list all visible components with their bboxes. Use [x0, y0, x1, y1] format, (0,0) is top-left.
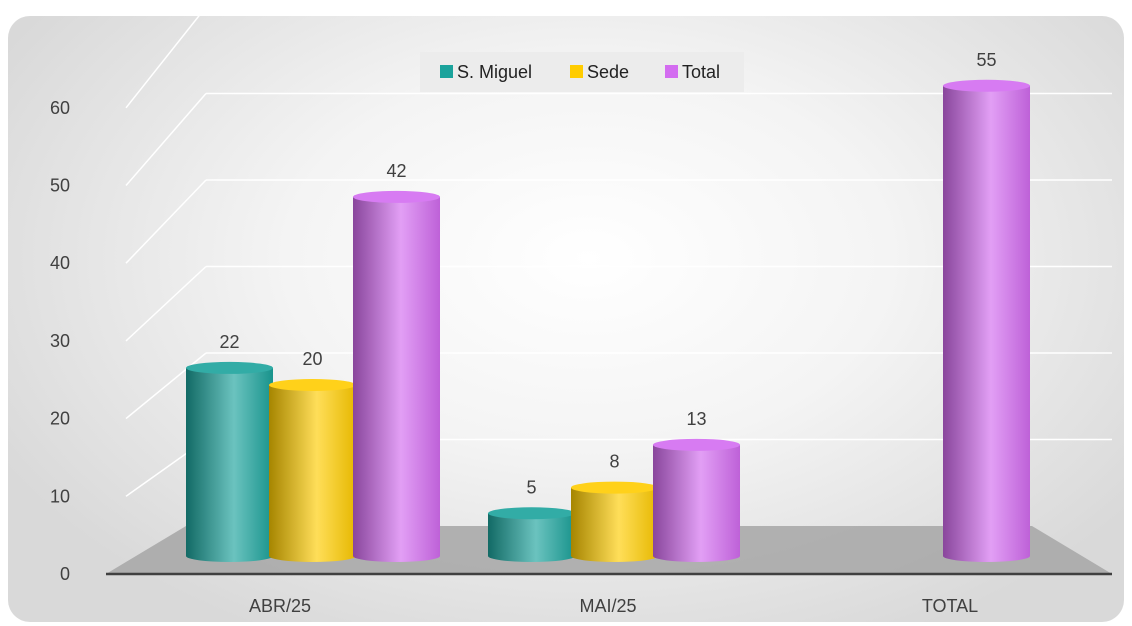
data-label: 13 [686, 409, 706, 429]
gridline-side [125, 16, 200, 109]
bar-s-miguel-mai-25 [488, 507, 575, 562]
legend-swatch [570, 65, 583, 78]
legend-entry: Sede [587, 62, 629, 82]
legend-entry: Total [682, 62, 720, 82]
bar-total-total [943, 79, 1030, 562]
gridline-side [125, 179, 207, 264]
gridline-side [125, 352, 207, 420]
chart-frame: 0 10 20 30 40 50 60 22 5 20 8 42 13 55 ABR/25 MAI/25 T… [8, 16, 1124, 622]
plot-area [186, 79, 1030, 562]
y-tick-label: 40 [50, 253, 70, 273]
data-label: 8 [609, 452, 619, 472]
bar-s-miguel-abr-25 [186, 361, 273, 562]
bar-sede-abr-25 [269, 379, 356, 562]
x-tick-label: MAI/25 [579, 596, 636, 616]
data-label: 55 [976, 50, 996, 70]
data-label: 22 [219, 332, 239, 352]
data-labels: 22 5 20 8 42 13 55 [219, 50, 996, 498]
chart: 0 10 20 30 40 50 60 22 5 20 8 42 13 55 ABR/25 MAI/25 T… [50, 16, 1112, 616]
gridline-side [125, 93, 207, 186]
x-tick-label: ABR/25 [249, 596, 311, 616]
y-tick-label: 30 [50, 331, 70, 351]
legend-entry: S. Miguel [457, 62, 532, 82]
bar-total-mai-25 [653, 438, 740, 562]
data-label: 20 [302, 349, 322, 369]
y-tick-label: 50 [50, 176, 70, 196]
legend-swatch [665, 65, 678, 78]
y-axis: 0 10 20 30 40 50 60 [50, 98, 1112, 584]
data-label: 42 [386, 161, 406, 181]
data-label: 5 [526, 477, 536, 497]
gridline-side [125, 265, 207, 342]
bar-total-abr-25 [353, 190, 440, 562]
bar-sede-mai-25 [571, 481, 658, 562]
y-tick-label: 10 [50, 486, 70, 506]
legend: S. Miguel Sede Total [420, 52, 744, 92]
x-tick-label: TOTAL [922, 596, 978, 616]
y-tick-label: 0 [60, 564, 70, 584]
y-tick-label: 60 [50, 98, 70, 118]
y-tick-label: 20 [50, 409, 70, 429]
legend-swatch [440, 65, 453, 78]
x-axis: ABR/25 MAI/25 TOTAL [249, 596, 978, 616]
